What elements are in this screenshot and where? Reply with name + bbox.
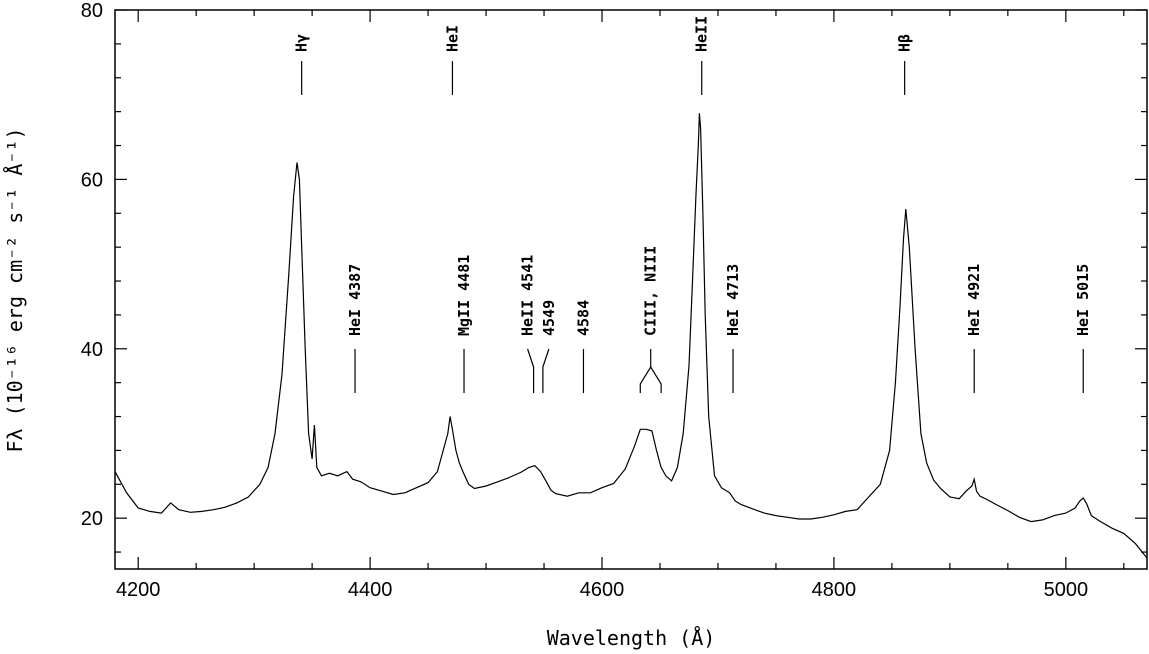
y-axis-title: Fλ (10⁻¹⁶ erg cm⁻² s⁻¹ Å⁻¹) (3, 127, 27, 452)
line-marker (542, 348, 550, 393)
line-marker (527, 348, 535, 393)
x-tick-label: 4800 (812, 579, 857, 601)
spectrum-line (114, 113, 1148, 559)
x-tick-label: 4600 (580, 579, 625, 601)
plot-frame (114, 9, 1148, 570)
line-label: HeII (693, 16, 711, 52)
y-tick-label: 40 (81, 339, 103, 361)
axis-ticks (115, 9, 1147, 569)
line-label: HeI (443, 25, 461, 52)
line-marker-fork (639, 365, 662, 393)
line-label: HeII 4541 (519, 255, 537, 336)
x-tick-label: 4200 (116, 579, 161, 601)
line-label: 4584 (574, 300, 592, 336)
x-tick-label: 4400 (348, 579, 393, 601)
line-label: MgII 4481 (455, 255, 473, 336)
line-label: Hγ (293, 34, 311, 52)
x-axis-title: Wavelength (Å) (547, 626, 716, 650)
y-tick-label: 60 (81, 169, 103, 191)
line-label: HeI 4387 (346, 264, 364, 336)
axis-tick-labels: 4200 4400 4600 4800 5000 20 40 60 80 (81, 0, 1088, 601)
x-tick-label: 5000 (1044, 579, 1089, 601)
line-label: HeI 4921 (965, 264, 983, 336)
y-tick-label: 80 (81, 0, 103, 22)
y-tick-label: 20 (81, 508, 103, 530)
line-label: HeI 5015 (1074, 264, 1092, 336)
line-label: Hβ (896, 34, 914, 52)
line-annotations: Hγ HeI HeII Hβ HeI 4387 MgII 4481 HeII 4541 454… (293, 16, 1092, 393)
line-label: CIII, NIII (642, 246, 660, 336)
line-label: HeI 4713 (724, 264, 742, 336)
line-label: 4549 (540, 300, 558, 336)
